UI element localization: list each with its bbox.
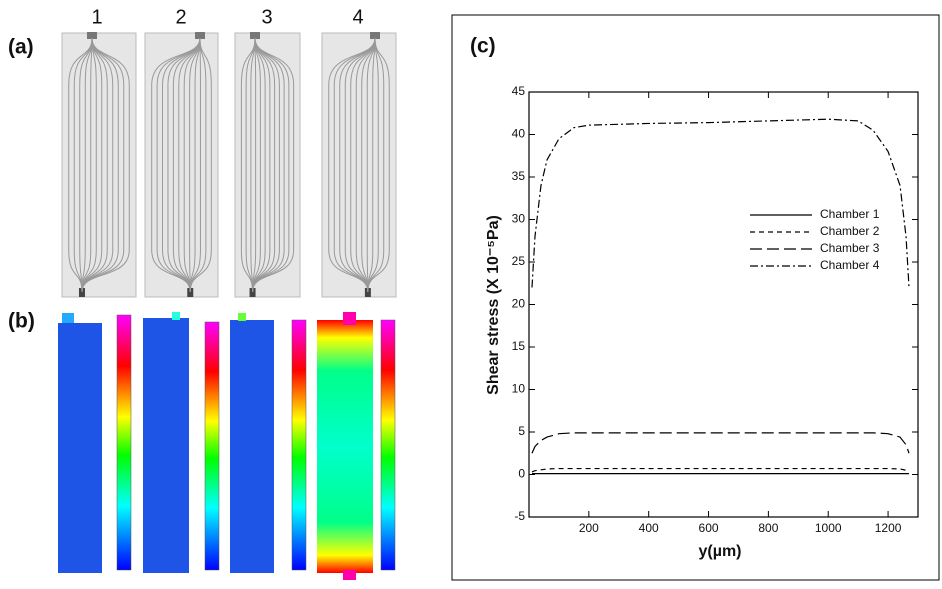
streamline bbox=[333, 37, 376, 293]
streamline bbox=[252, 37, 266, 293]
chamber bbox=[61, 32, 137, 298]
streamline bbox=[367, 37, 390, 293]
x-tick-label: 400 bbox=[639, 521, 659, 535]
streamline bbox=[81, 37, 97, 293]
x-tick-label: 600 bbox=[699, 521, 719, 535]
y-tick-label: 20 bbox=[512, 297, 526, 311]
x-axis-label: y(µm) bbox=[699, 543, 742, 560]
streamline bbox=[81, 37, 108, 293]
legend-label: Chamber 2 bbox=[820, 224, 880, 238]
streamline bbox=[189, 37, 207, 293]
streamline bbox=[81, 37, 93, 293]
outlet bbox=[187, 288, 194, 297]
chamber bbox=[321, 32, 397, 298]
streamline bbox=[344, 37, 376, 293]
streamline bbox=[252, 37, 290, 293]
inlet bbox=[87, 32, 97, 39]
streamline bbox=[81, 37, 125, 293]
y-tick-label: 35 bbox=[512, 169, 526, 183]
streamline bbox=[167, 37, 201, 293]
streamline bbox=[183, 37, 201, 293]
chamber bbox=[144, 32, 219, 298]
streamline bbox=[367, 37, 379, 293]
streamline bbox=[240, 37, 256, 293]
legend-label: Chamber 4 bbox=[820, 258, 880, 272]
streamline bbox=[189, 37, 212, 293]
column-label: 1 bbox=[91, 6, 102, 28]
streamline bbox=[252, 37, 276, 293]
field-panel bbox=[58, 312, 396, 580]
streamline bbox=[328, 37, 376, 293]
y-tick-label: 25 bbox=[512, 254, 526, 268]
streamline-panel bbox=[61, 32, 397, 298]
y-tick-label: 15 bbox=[512, 339, 526, 353]
streamline bbox=[81, 37, 130, 293]
streamline bbox=[250, 37, 256, 293]
streamline bbox=[79, 37, 93, 293]
outlet bbox=[364, 288, 371, 297]
streamline bbox=[189, 37, 201, 293]
chamber bbox=[234, 32, 301, 298]
x-tick-label: 1000 bbox=[815, 521, 842, 535]
streamline bbox=[355, 37, 376, 293]
inlet bbox=[250, 32, 260, 39]
series-line bbox=[531, 467, 910, 473]
inlet bbox=[370, 32, 380, 39]
y-tick-label: -5 bbox=[514, 509, 525, 523]
streamline bbox=[367, 37, 376, 293]
streamline bbox=[172, 37, 201, 293]
y-tick-label: 30 bbox=[512, 212, 526, 226]
streamline bbox=[156, 37, 201, 293]
series-line bbox=[531, 118, 910, 288]
streamline bbox=[361, 37, 376, 293]
panel-label: (a) bbox=[8, 36, 34, 59]
streamline bbox=[162, 37, 201, 293]
column-label: 2 bbox=[175, 6, 186, 28]
series-line bbox=[531, 432, 910, 454]
streamline bbox=[252, 37, 271, 293]
streamline bbox=[189, 37, 201, 293]
streamline bbox=[350, 37, 376, 293]
streamline bbox=[189, 37, 201, 293]
x-tick-label: 800 bbox=[758, 521, 778, 535]
streamline bbox=[252, 37, 285, 293]
streamline bbox=[252, 37, 257, 293]
streamline bbox=[252, 37, 280, 293]
outlet bbox=[78, 288, 85, 297]
inlet bbox=[195, 32, 205, 39]
x-tick-label: 1200 bbox=[875, 521, 902, 535]
streamline bbox=[73, 37, 93, 293]
y-tick-label: 45 bbox=[512, 84, 526, 98]
streamline bbox=[81, 37, 114, 293]
column-label: 4 bbox=[352, 6, 363, 28]
y-tick-label: 10 bbox=[512, 382, 526, 396]
plot: 200 400 600 800 1000 1200 -5 0 5 10 15 20 25 30 35 40 45… bbox=[512, 84, 918, 535]
streamline bbox=[81, 37, 119, 293]
panel-frame bbox=[451, 14, 940, 581]
y-tick-label: 5 bbox=[518, 424, 525, 438]
panel-label: (b) bbox=[8, 310, 35, 333]
streamline bbox=[252, 37, 261, 293]
streamline bbox=[367, 37, 385, 293]
streamline bbox=[366, 37, 376, 293]
streamline bbox=[151, 37, 201, 293]
plot-frame bbox=[528, 91, 919, 518]
streamline bbox=[339, 37, 376, 293]
streamline bbox=[252, 37, 295, 293]
panel-label: (c) bbox=[470, 35, 496, 58]
column-label: 3 bbox=[261, 6, 272, 28]
legend-label: Chamber 1 bbox=[820, 207, 880, 221]
y-tick-label: 40 bbox=[512, 127, 526, 141]
streamline bbox=[81, 37, 103, 293]
y-tick-label: 0 bbox=[518, 467, 525, 481]
legend-label: Chamber 3 bbox=[820, 241, 880, 255]
x-tick-label: 200 bbox=[579, 521, 599, 535]
y-axis-label: Shear stress (X 10⁻⁵Pa) bbox=[485, 215, 502, 395]
streamline bbox=[81, 37, 93, 293]
outlet bbox=[249, 288, 256, 297]
streamline bbox=[178, 37, 201, 293]
streamline bbox=[245, 37, 256, 293]
streamline bbox=[68, 37, 93, 293]
